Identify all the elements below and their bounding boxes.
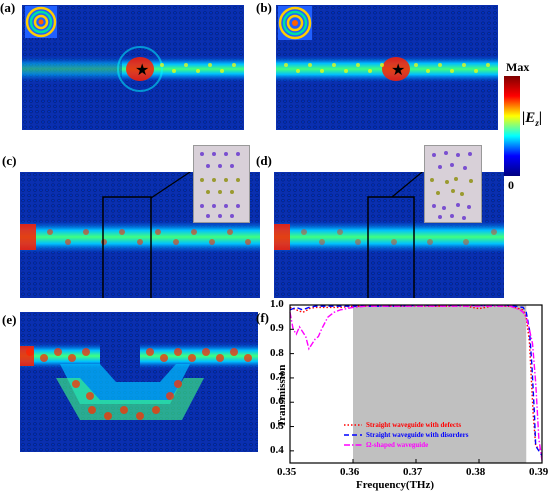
colorbar-quantity: |E — [522, 110, 536, 126]
spiral-inset-b — [278, 6, 312, 40]
panel-b: ★ (b) — [256, 0, 498, 135]
legend-entry-3: Ω-shaped waveguide — [366, 441, 429, 449]
series-line-1 — [289, 305, 543, 452]
panel-label-d: (d) — [256, 153, 272, 168]
colorbar-quantity-end: | — [538, 110, 543, 126]
colorbar-quantity-label: |Ez| — [522, 110, 542, 128]
disorder-inset-d — [424, 145, 482, 223]
x-tick-label: 0.38 — [466, 466, 486, 478]
panel-d: (d) — [256, 145, 506, 300]
panel-label-f: (f) — [256, 310, 269, 325]
panel-label-b: (b) — [256, 0, 272, 15]
y-tick-label: 0.4 — [270, 443, 284, 456]
panel-label-c: (c) — [2, 153, 17, 168]
defect-inset-c — [193, 145, 250, 223]
shaded-band — [353, 305, 527, 463]
svg-text:★: ★ — [135, 62, 149, 79]
colorbar-gradient — [504, 76, 520, 176]
panel-label-a: (a) — [0, 0, 16, 15]
panel-e: (e) — [0, 308, 270, 497]
legend-entry-1: Straight waveguide with defects — [366, 421, 462, 429]
x-tick-label: 0.39 — [529, 466, 549, 478]
y-tick-label: 0.5 — [270, 419, 284, 432]
x-tick-label: 0.35 — [277, 466, 297, 478]
colorbar-max-label: Max — [506, 60, 530, 74]
x-tick-label: 0.36 — [340, 466, 360, 478]
panel-c: (c) — [0, 145, 270, 300]
transmission-chart — [289, 304, 543, 464]
panel-a: ★ (a) — [0, 0, 270, 135]
x-axis-title: Frequency(THz) — [356, 479, 435, 491]
spiral-inset-a — [25, 6, 57, 38]
field-map-a: ★ — [22, 5, 244, 130]
field-map-e — [20, 312, 258, 452]
legend-entry-2: Straight waveguide with disorders — [366, 431, 469, 439]
y-tick-label: 1.0 — [270, 298, 284, 310]
colorbar-quantity-sub: z — [535, 118, 539, 128]
y-tick-label: 0.9 — [270, 322, 284, 335]
field-map-b: ★ — [276, 5, 498, 130]
x-tick-label: 0.37 — [403, 466, 423, 478]
y-tick-label: 0.8 — [270, 346, 284, 359]
y-tick-label: 0.7 — [270, 370, 284, 383]
series-line-3 — [289, 305, 543, 461]
panel-f: (f) Frequency(THz) Transmission 0.35 0.36… — [256, 298, 550, 497]
panel-label-e: (e) — [2, 312, 17, 327]
y-tick-label: 0.6 — [270, 395, 284, 408]
svg-text:★: ★ — [391, 62, 405, 79]
colorbar-min-label: 0 — [508, 178, 514, 192]
colorbar: Max |Ez| 0 — [500, 60, 550, 196]
